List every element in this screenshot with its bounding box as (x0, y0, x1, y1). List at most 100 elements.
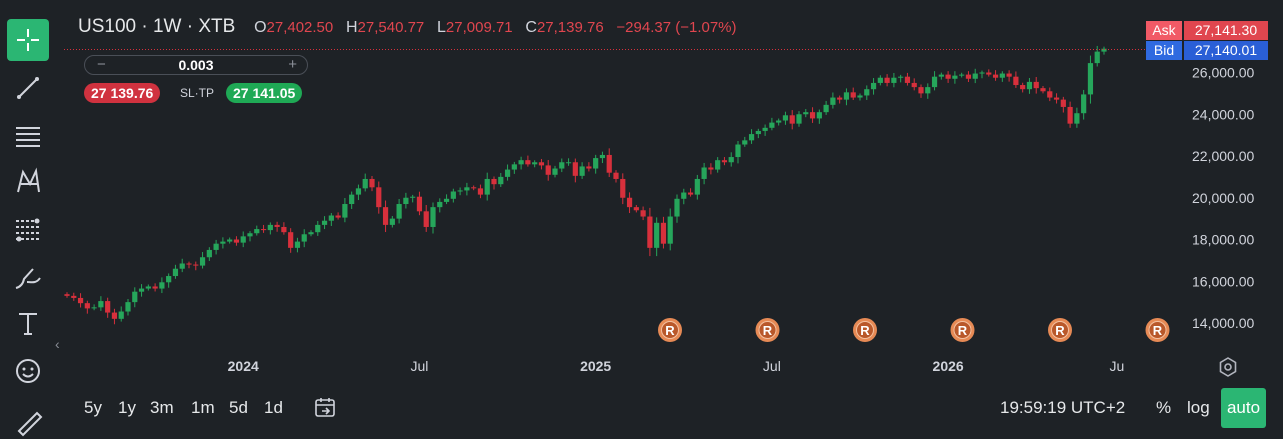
volume-value[interactable]: 0.003 (178, 57, 214, 73)
symbol-title[interactable]: US100 · 1W · XTB (78, 16, 236, 37)
candle-body (1053, 97, 1060, 100)
candle-body (1033, 81, 1039, 89)
candle-body (84, 303, 90, 309)
candle-body (931, 76, 938, 88)
horizontal-lines-tool[interactable] (7, 114, 49, 156)
sell-button[interactable]: 27 139.76 (84, 83, 161, 103)
candle-body (396, 204, 402, 219)
chart-settings-icon[interactable] (1217, 356, 1239, 378)
clock-timezone[interactable]: 19:59:19 UTC+2 (1000, 398, 1126, 417)
candle-body (240, 236, 246, 243)
brush-tool[interactable] (7, 256, 49, 298)
candle-body (213, 243, 219, 250)
decrease-volume-button[interactable]: − (97, 56, 106, 73)
event-marker[interactable]: R (1145, 318, 1170, 342)
range-3m-button[interactable]: 3m (150, 398, 174, 417)
candle-body (77, 297, 84, 304)
candle-body (376, 187, 382, 208)
auto-scale-toggle[interactable]: auto (1221, 388, 1266, 428)
candle-body (321, 220, 328, 225)
candle-body (450, 191, 456, 199)
emoji-tool[interactable] (7, 350, 49, 392)
candle-body (308, 232, 314, 235)
range-5d-button[interactable]: 5d (229, 398, 248, 417)
candle-body (1026, 81, 1033, 90)
candle-body (898, 76, 904, 78)
price-axis-label: 26,000.00 (1192, 65, 1254, 81)
candle-body (809, 112, 816, 119)
candle-body (552, 168, 558, 175)
candle-body (606, 154, 612, 173)
event-marker-label: R (1055, 323, 1065, 338)
event-marker-label: R (665, 323, 675, 338)
candle-body (803, 112, 809, 115)
price-axis: 14,000.00 16,000.00 18,000.00 20,000.00 22,0… (1192, 65, 1254, 332)
price-axis-label: 22,000.00 (1192, 148, 1254, 164)
candle-body (593, 158, 599, 169)
candle-body (952, 75, 958, 79)
candle-body (1067, 106, 1073, 124)
candle-body (288, 232, 294, 248)
candle-body (457, 190, 463, 192)
percent-scale-toggle[interactable]: % (1156, 398, 1172, 417)
candle-body (186, 263, 192, 265)
ruler-tool[interactable] (7, 404, 49, 439)
event-marker[interactable]: R (853, 318, 877, 342)
candle-body (233, 239, 240, 243)
candle-body (342, 204, 348, 218)
price-axis-label: 16,000.00 (1192, 273, 1254, 289)
candle-body (498, 176, 504, 185)
text-tool[interactable] (7, 302, 49, 344)
horizontal-lines-icon (16, 127, 40, 147)
candle-body (823, 104, 829, 113)
crosshair-icon (17, 29, 39, 51)
candle-body (111, 312, 118, 319)
volume-stepper: − 0.003 + (84, 55, 308, 75)
candle-body (152, 286, 158, 289)
candle-body (220, 241, 226, 244)
range-1y-button[interactable]: 1y (118, 398, 136, 417)
go-to-date-icon[interactable] (313, 395, 337, 419)
candle-body (525, 160, 531, 165)
fib-levels-tool[interactable] (7, 208, 49, 250)
time-axis-label: Jul (763, 358, 781, 374)
candle-body (267, 224, 273, 231)
event-marker-label: R (860, 323, 870, 338)
log-scale-toggle[interactable]: log (1187, 398, 1210, 417)
candle-body (667, 216, 673, 244)
candle-body (572, 162, 578, 176)
candle-body (179, 263, 185, 269)
trend-line-tool[interactable] (7, 67, 49, 109)
candle-body (918, 87, 924, 94)
text-icon (19, 313, 37, 335)
range-1d-button[interactable]: 1d (264, 398, 283, 417)
event-marker[interactable]: R (1048, 318, 1072, 342)
crosshair-tool[interactable] (7, 19, 49, 61)
sl-tp-button[interactable]: SL·TP (180, 86, 215, 100)
range-1m-button[interactable]: 1m (191, 398, 215, 417)
candle-body (416, 196, 423, 212)
time-axis-label: Ju (1110, 358, 1125, 374)
event-marker[interactable]: R (755, 318, 780, 342)
candle-body (443, 198, 450, 202)
event-marker[interactable]: R (658, 318, 682, 342)
candle-body (735, 144, 741, 158)
candle-body (491, 178, 497, 185)
range-5y-button[interactable]: 5y (84, 398, 102, 417)
candle-body (64, 294, 70, 296)
price-axis-label: 24,000.00 (1192, 106, 1254, 122)
candle-body (694, 178, 700, 195)
candle-body (681, 192, 687, 199)
buy-button[interactable]: 27 141.05 (226, 83, 303, 103)
candle-body (959, 74, 965, 76)
pattern-tool[interactable] (7, 160, 49, 202)
candle-body (145, 286, 151, 289)
candle-body (538, 162, 545, 166)
time-axis: 2024 Jul 2025 Jul 2026 Ju (228, 358, 1125, 374)
candle-body (125, 302, 131, 312)
increase-volume-button[interactable]: + (288, 56, 297, 73)
event-marker[interactable]: R (950, 318, 975, 342)
candle-body (206, 249, 212, 258)
toolbar-collapse-icon[interactable]: ‹ (55, 336, 60, 352)
